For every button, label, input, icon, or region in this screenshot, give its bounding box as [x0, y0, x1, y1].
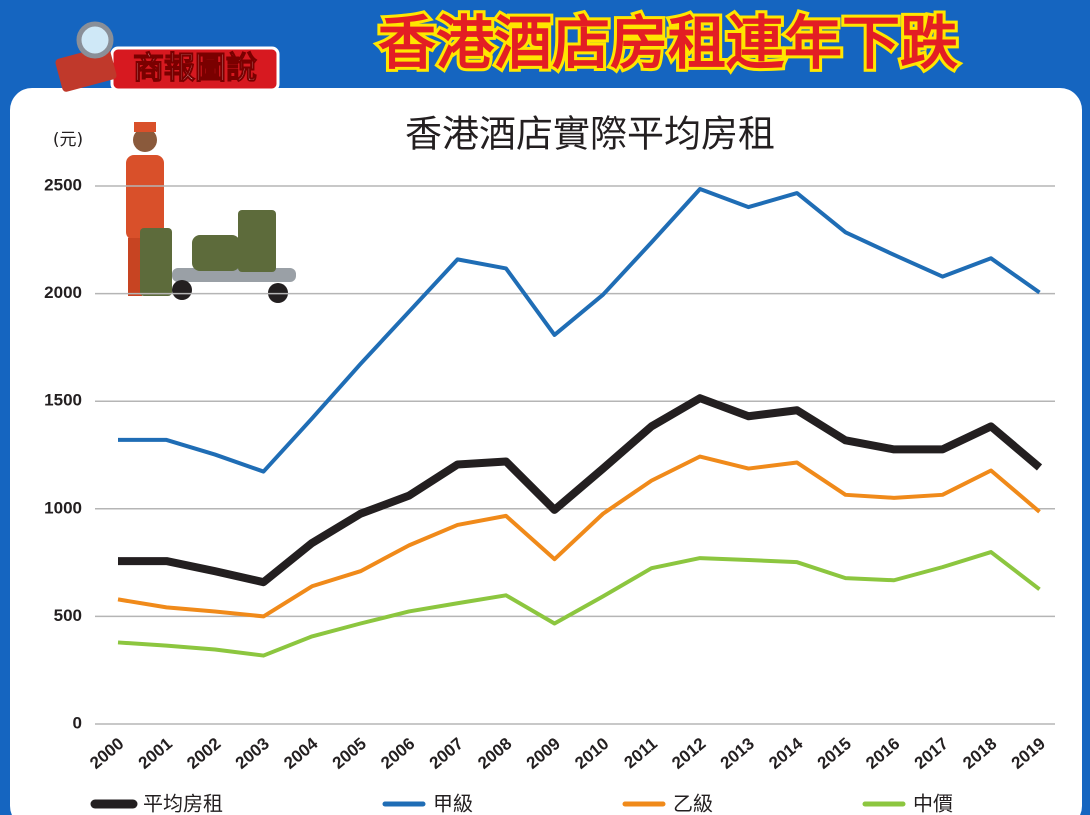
badge: 商報圖說 [133, 51, 257, 87]
infographic: 商報圖說 香港酒店房租連年下跌 香港酒店實際平均房租 (元) 0 500 1000 1… [0, 0, 1090, 815]
y-tick-label: 2000 [44, 283, 82, 302]
legend-label: 中價 [913, 792, 953, 815]
legend-label: 乙級 [673, 792, 713, 815]
y-tick-label: 1500 [44, 391, 82, 410]
y-tick-label: 1000 [44, 498, 82, 517]
y-unit: (元) [53, 130, 83, 150]
legend-label: 甲級 [433, 792, 473, 815]
legend-label: 平均房租 [143, 792, 223, 815]
headline: 香港酒店房租連年下跌 [378, 9, 958, 77]
chart-title: 香港酒店實際平均房租 [405, 113, 775, 156]
y-tick-label: 2500 [44, 175, 82, 194]
y-tick-label: 0 [73, 713, 82, 732]
y-tick-label: 500 [54, 606, 82, 625]
